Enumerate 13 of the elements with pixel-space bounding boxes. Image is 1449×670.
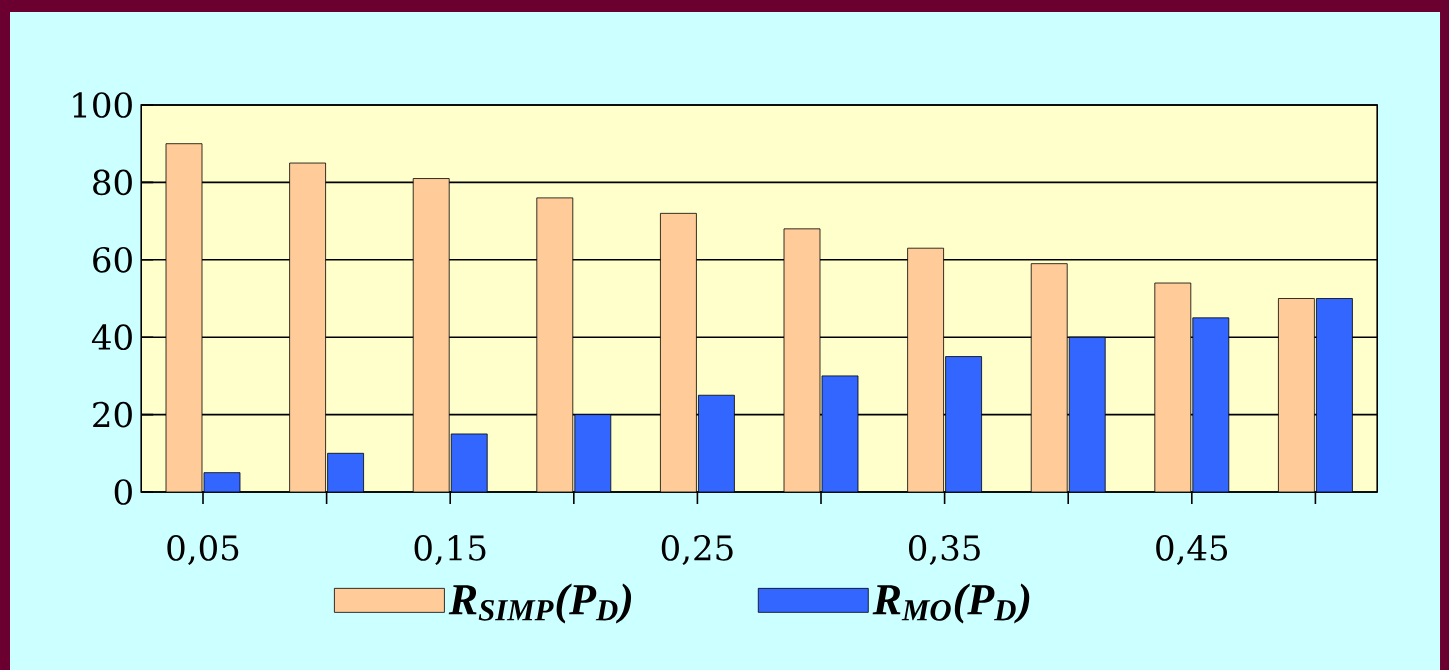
legend-label: R$_{SIMP}$(P$_{D}$) — [448, 583, 632, 624]
y-tick-label: 100 — [73, 92, 132, 118]
x-tick-label: 0,15 — [414, 535, 486, 565]
y-tick-label: 0 — [114, 479, 132, 505]
x-tick-label: 0,05 — [167, 535, 239, 565]
x-tick-label: 0,45 — [1156, 535, 1228, 565]
legend-label: R$_{MO}$(P$_{D}$) — [872, 583, 1030, 624]
x-tick-label: 0,25 — [661, 535, 733, 565]
y-tick-label: 20 — [93, 401, 132, 428]
x-tick-label: 0,35 — [908, 535, 980, 565]
y-tick-label: 60 — [93, 246, 132, 273]
y-tick-label: 80 — [93, 169, 132, 196]
y-tick-label: 40 — [91, 324, 132, 351]
